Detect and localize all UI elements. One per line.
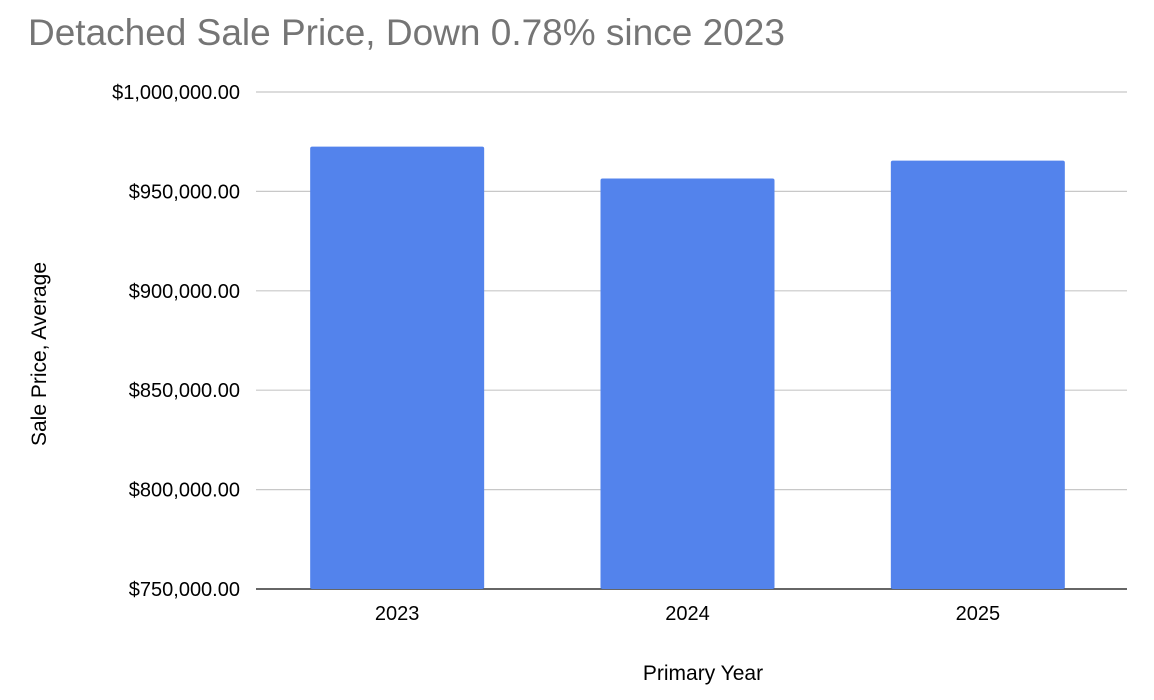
x-axis-ticks: 2023 2024 2025 [375,603,1000,625]
y-axis-title: Sale Price, Average [28,262,51,446]
bar-2025 [890,160,1065,589]
bar-2023 [310,146,485,590]
chart-title: Detached Sale Price, Down 0.78% since 20… [28,12,785,53]
y-tick-label: $750,000.00 [129,579,240,601]
y-tick-label: $800,000.00 [129,480,240,502]
x-tick-label: 2025 [956,603,1001,625]
y-tick-label: $950,000.00 [129,181,240,203]
bar-2024 [600,178,775,589]
x-tick-label: 2024 [665,603,710,625]
x-axis-title: Primary Year [643,662,763,685]
bars [310,146,1065,590]
y-tick-label: $900,000.00 [129,281,240,303]
x-tick-label: 2023 [375,603,420,625]
y-tick-label: $1,000,000.00 [112,82,240,104]
y-axis-ticks: $750,000.00 $800,000.00 $850,000.00 $900,00… [112,82,240,601]
y-tick-label: $850,000.00 [129,380,240,402]
